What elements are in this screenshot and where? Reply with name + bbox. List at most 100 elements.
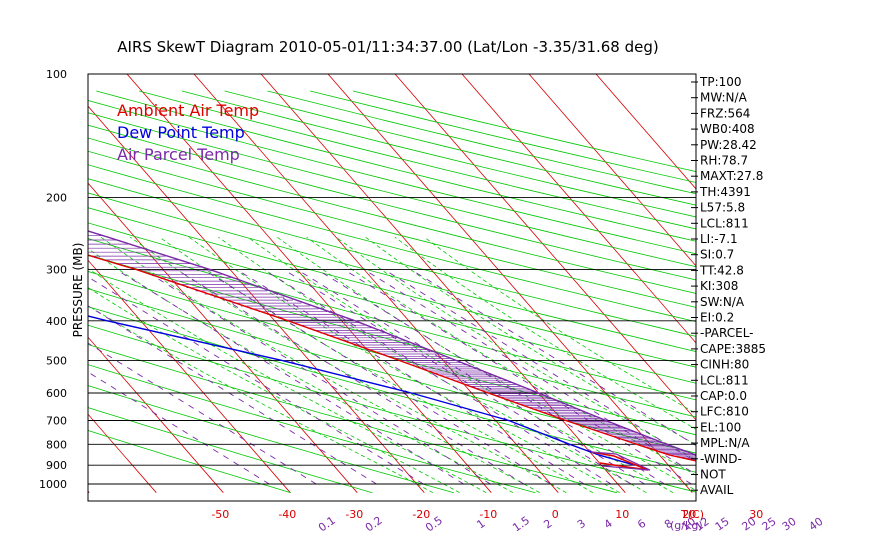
parcel-flag-purple: [590, 451, 651, 471]
moist-adiabat-line: [88, 268, 487, 494]
stability-index-label: FRZ:564: [700, 106, 750, 120]
isotherm-line: [88, 413, 157, 493]
mixing-ratio-tick-label: 0.2: [363, 514, 385, 535]
legend-air-parcel-temp: Air Parcel Temp: [117, 145, 240, 164]
dry-adiabat-line: [88, 192, 696, 352]
bottom-temp-tick-label: -10: [479, 508, 497, 521]
stability-index-label: RH:78.7: [700, 154, 748, 168]
y-axis-label: PRESSURE (MB): [71, 243, 85, 338]
pressure-tick-label: 800: [46, 438, 67, 451]
bottom-temp-axis-labels: -50 -40 -30 -20 -10 0 10 20 30: [211, 508, 763, 521]
bottom-temp-tick-label: -50: [211, 508, 229, 521]
stability-index-label: MW:N/A: [700, 91, 748, 105]
mixing-ratio-line: [176, 269, 525, 485]
stability-index-label: LCL:811: [700, 216, 749, 230]
mixing-ratio-tick-label: 40: [807, 515, 826, 534]
dry-adiabat-line: [88, 178, 696, 337]
stability-index-label: LI:-7.1: [700, 232, 738, 246]
pressure-tick-label: 300: [46, 264, 67, 277]
dry-adiabat-line: [88, 124, 696, 281]
mixing-ratio-line: [88, 276, 424, 485]
mixing-ratio-line: [142, 269, 491, 485]
stability-index-label: CINH:80: [700, 358, 749, 372]
dry-adiabat-line: [88, 150, 696, 308]
moist-adiabat-line: [100, 236, 540, 494]
pressure-tick-label: 1000: [39, 478, 67, 491]
dry-adiabat-line: [88, 364, 536, 494]
dry-adiabat-line: [88, 112, 696, 268]
mixing-ratio-tick-label: 6: [635, 517, 648, 532]
pressure-tick-label: 100: [46, 68, 67, 81]
mixing-ratio-tick-label: 4: [602, 517, 615, 532]
bottom-temp-tick-label: 30: [749, 508, 763, 521]
mixing-ratio-unit-label: (g/kg): [670, 519, 703, 532]
moist-adiabat-line: [306, 236, 696, 476]
isotherm-line: [528, 74, 696, 267]
stability-index-label: LFC:810: [700, 405, 749, 419]
parcel-flag-red: [590, 451, 649, 471]
dry-adiabat-line: [88, 407, 373, 494]
legend: Ambient Air Temp Dew Point Temp Air Parc…: [117, 101, 259, 164]
mixing-ratio-line: [384, 269, 696, 463]
profile-lines: [88, 230, 696, 466]
mixing-ratio-tick-label: 3: [575, 517, 588, 532]
mixing-ratio-line: [343, 269, 692, 485]
dew-point-temp-line: [88, 315, 636, 466]
stability-index-label: CAPE:3885: [700, 342, 766, 356]
dry-adiabat-line: [181, 90, 696, 218]
isotherm-line: [0, 65, 22, 493]
pressure-tick-label: 200: [46, 191, 67, 204]
x-axis-label: T(C): [680, 508, 704, 521]
moist-adiabat-line: [88, 305, 434, 494]
stability-index-label: TT:42.8: [699, 263, 744, 277]
mixing-ratio-line: [203, 269, 551, 485]
bottom-temp-tick-label: -20: [412, 508, 430, 521]
stability-index-label: AVAIL: [700, 483, 734, 497]
isotherm-line: [327, 74, 693, 493]
stability-index-label: SI:0.7: [700, 248, 734, 262]
dry-adiabat-line: [88, 288, 696, 454]
air-parcel-temp-line: [88, 230, 696, 456]
moist-adiabat-line: [218, 236, 647, 494]
dry-adiabat-line: [88, 100, 696, 255]
moist-adiabat-line: [159, 236, 594, 494]
dry-adiabat-line: [88, 270, 696, 436]
dry-adiabat-line: [88, 344, 617, 494]
pressure-tick-label: 700: [46, 415, 67, 428]
pressure-tick-label: 500: [46, 355, 67, 368]
dry-adiabat-line: [88, 324, 696, 493]
stability-index-label: PW:28.42: [700, 138, 757, 152]
ambient-air-temp-line: [88, 254, 696, 462]
moist-adiabat-line: [88, 287, 460, 494]
legend-dew-point-temp: Dew Point Temp: [117, 123, 245, 142]
dry-adiabat-line: [88, 385, 455, 494]
dry-adiabat-line: [139, 90, 696, 230]
dry-adiabat-line: [88, 430, 291, 494]
moist-adiabat-line: [424, 236, 696, 414]
mixing-ratio-tick-label: 0.1: [316, 514, 338, 535]
bottom-temp-tick-label: 20: [682, 508, 696, 521]
stability-index-label: EI:0.2: [700, 311, 734, 325]
isotherm-line: [88, 259, 291, 493]
mixing-ratio-tick-label: 1.5: [510, 514, 532, 535]
pressure-axis-labels: 100 200 300 400 500 600 700 800 900 1000: [39, 68, 67, 491]
bottom-temp-tick-label: -30: [345, 508, 363, 521]
mixing-ratio-line: [263, 269, 612, 485]
stability-index-label: LCL:811: [700, 373, 749, 387]
bottom-temp-tick-label: 10: [615, 508, 629, 521]
isotherm-line: [595, 74, 696, 190]
stability-index-label: TP:100: [699, 75, 742, 89]
background-grid: [0, 65, 696, 494]
stability-index-label: EL:100: [700, 420, 741, 434]
mixing-ratio-line: [88, 342, 317, 485]
pressure-tick-label: 600: [46, 387, 67, 400]
stability-index-label: L57:5.8: [700, 201, 745, 215]
stability-index-label: WB0:408: [700, 122, 755, 136]
stability-index-label: -WIND-: [700, 452, 742, 466]
dry-adiabat-line: [88, 137, 696, 294]
stability-index-label: MAXT:27.8: [700, 169, 763, 183]
mixing-ratio-line: [363, 269, 696, 475]
stability-index-label: KI:308: [700, 279, 738, 293]
